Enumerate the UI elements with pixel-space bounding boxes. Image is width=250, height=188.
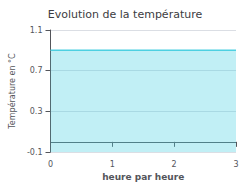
- svg-text:0.7: 0.7: [30, 66, 43, 75]
- svg-text:1: 1: [110, 160, 115, 169]
- svg-text:-0.1: -0.1: [27, 148, 43, 157]
- svg-text:1.1: 1.1: [30, 26, 43, 35]
- svg-text:heure par heure: heure par heure: [102, 172, 184, 182]
- svg-text:Température en °C: Température en °C: [7, 53, 17, 130]
- svg-text:0: 0: [48, 160, 53, 169]
- svg-text:2: 2: [172, 160, 177, 169]
- svg-text:3: 3: [233, 160, 238, 169]
- svg-text:Evolution de la température: Evolution de la température: [48, 8, 203, 21]
- svg-text:0.3: 0.3: [30, 107, 43, 116]
